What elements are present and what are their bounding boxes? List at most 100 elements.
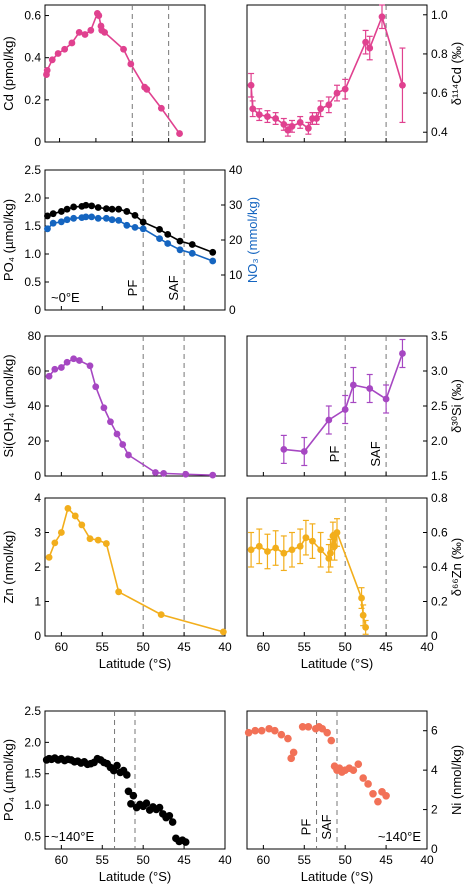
plot-frame [44, 497, 226, 637]
y-tick-label: 80 [28, 329, 42, 343]
x-tick-label: 40 [420, 853, 434, 867]
x-tick-label: 55 [298, 853, 312, 867]
y-tick-label: 0.6 [431, 526, 448, 540]
data-point-zn [51, 539, 59, 547]
x-tick-label: 50 [137, 853, 151, 867]
data-point-cd [249, 105, 257, 113]
plot-frame [44, 4, 206, 143]
data-point-ni [265, 724, 273, 733]
data-point-si [75, 357, 83, 364]
x-tick-label: 45 [379, 853, 393, 867]
data-point-po4 [129, 791, 138, 800]
panel-annotation: ~140°E [378, 829, 421, 844]
data-point-ni [271, 726, 279, 735]
data-point-po4 [63, 205, 71, 213]
data-point-po4 [156, 225, 163, 233]
data-point-ni [284, 734, 292, 743]
y-tick-label: 0.8 [431, 491, 448, 505]
y-tick-label: 0.2 [431, 595, 448, 609]
data-point-po4 [123, 208, 131, 215]
data-point-po4 [44, 212, 51, 220]
data-point-cd [366, 44, 374, 52]
data-point-zn [71, 512, 79, 520]
data-point-ni [382, 791, 390, 800]
data-point-ni [287, 754, 295, 763]
y-tick-label: 1 [34, 595, 41, 609]
y-tick-label: 2.5 [24, 704, 41, 718]
data-point-si [107, 418, 114, 426]
panel-po4_140e: 60 55 50 45 40 0.5 1.0 1.5 2.0 2.5 PO₄ (µmol/kg) La… [1, 704, 232, 884]
data-point-si [119, 441, 127, 448]
plot-frame [246, 4, 428, 143]
data-point-cd [280, 120, 288, 128]
panel-sioh4: 0 20 40 60 80 Si(OH)₄ (µmol/kg) [1, 329, 226, 483]
data-point-po4 [102, 205, 110, 213]
data-point-si [280, 446, 288, 453]
x-axis-label: Latitude (°S) [99, 656, 171, 671]
data-point-no3 [70, 214, 78, 222]
data-point-zn [94, 536, 102, 544]
data-point-po4 [49, 210, 57, 218]
data-point-cd [247, 81, 255, 89]
y-tick-label: 1.5 [24, 767, 41, 781]
y-tick-label: 4 [34, 491, 41, 505]
data-point-po4 [70, 203, 78, 211]
data-point-no3 [156, 235, 163, 243]
data-point-cd [81, 31, 89, 38]
x-tick-label: 60 [257, 640, 271, 654]
x-tick-label: 45 [177, 853, 191, 867]
y-tick-label: 60 [28, 364, 42, 378]
data-point-ni [354, 760, 363, 769]
y-axis-label: Cd (pmol/kg) [1, 36, 16, 110]
data-point-ni [277, 730, 286, 739]
y-axis-label: δ³⁰Si (‰) [449, 379, 464, 433]
data-point-zn [317, 546, 325, 554]
data-point-si [92, 383, 100, 391]
data-point-cd [54, 50, 62, 57]
data-point-no3 [82, 213, 90, 221]
data-point-zn [247, 546, 255, 554]
data-point-no3 [108, 216, 116, 224]
panel-po4no3: PF SAF 0 0.5 1.0 1.5 2.0 2.5 0 10 20 30 40 NO₃ (mmol/… [1, 163, 260, 317]
y-tick-label: 1.0 [24, 798, 41, 812]
series-line-cd [45, 11, 181, 135]
data-point-si [182, 470, 190, 478]
x-tick-label: 40 [420, 640, 434, 654]
data-point-po4 [139, 218, 147, 226]
y-tick-label: 1.0 [24, 247, 41, 261]
y2-tick-label: 10 [229, 268, 243, 282]
y-axis-label: Zn (nmol/kg) [1, 531, 16, 604]
data-point-zn [264, 548, 271, 555]
data-point-po4 [94, 204, 102, 211]
data-point-si [349, 381, 357, 389]
data-point-zn [86, 535, 94, 543]
data-point-si [209, 471, 217, 479]
y-tick-label: 6 [431, 724, 438, 738]
data-point-cd [317, 105, 325, 113]
data-point-si [51, 365, 59, 373]
data-point-no3 [63, 216, 71, 224]
x-tick-label: 40 [218, 853, 232, 867]
data-point-ni [304, 722, 313, 731]
front-label-pf: PF [299, 819, 314, 836]
data-point-si [100, 404, 108, 412]
data-point-no3 [131, 224, 139, 231]
data-point-po4 [188, 241, 196, 248]
data-point-no3 [57, 218, 65, 226]
data-point-cd [304, 124, 312, 132]
data-point-ni [323, 728, 331, 737]
data-point-zn [45, 553, 53, 561]
x-tick-label: 55 [96, 853, 110, 867]
data-point-cd [325, 101, 333, 109]
data-point-zn [64, 504, 72, 512]
data-point-si [399, 350, 406, 357]
data-point-cd [68, 39, 76, 47]
data-point-ni [349, 766, 358, 774]
data-point-si [63, 358, 71, 366]
y-tick-label: 0 [34, 469, 41, 483]
data-point-cd [48, 56, 56, 64]
data-point-po4 [113, 761, 121, 770]
front-label-pf: PF [125, 280, 140, 297]
data-point-po4 [155, 803, 164, 812]
